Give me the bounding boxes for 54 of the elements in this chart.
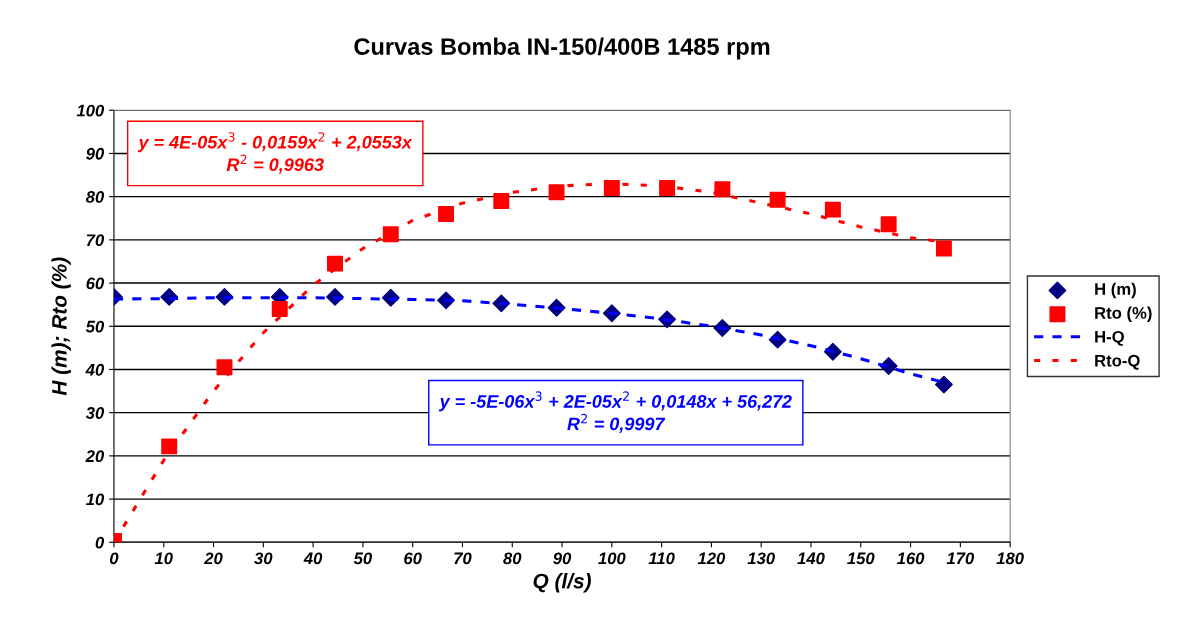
legend-label: Rto-Q xyxy=(1095,354,1140,370)
y-tick-label: 50 xyxy=(85,320,105,333)
y-tick-label: 100 xyxy=(76,104,105,117)
y-tick-label: 40 xyxy=(85,363,105,376)
legend-label: H-Q xyxy=(1095,330,1124,346)
point xyxy=(714,181,731,198)
x-tick-label: 70 xyxy=(454,552,472,565)
x-tick-label: 80 xyxy=(503,552,522,565)
y-tick-label: 20 xyxy=(85,450,105,463)
point xyxy=(548,184,565,201)
y-tick-label: 0 xyxy=(95,536,105,549)
legend-label: H (m) xyxy=(1095,282,1136,299)
y-axis-title: H (m); Rto (%) xyxy=(51,257,71,396)
text: y = -5E-06x$^{3}$ + 2E-05x$^{2}$ + 0,0148x + 56,272 R$^{2}$ = 0,9997 xyxy=(438,391,792,433)
text: y = 4E-05x$^{3}$ - 0,0159x$^{2}$ + 2,0553x R$^{2}$ = 0,9963 xyxy=(137,132,413,174)
x-tick-label: 0 xyxy=(110,552,119,565)
x-tick-label: 40 xyxy=(303,552,323,565)
x-axis-title: Q (l/s) xyxy=(533,573,591,593)
x-tick-label: 100 xyxy=(598,552,626,565)
x-tick-label: 160 xyxy=(896,552,925,565)
point xyxy=(659,180,676,196)
x-tick-label: 50 xyxy=(353,552,372,565)
x-tick-label: 180 xyxy=(996,552,1024,565)
point xyxy=(935,375,953,394)
point xyxy=(935,240,952,257)
x-tick-label: 170 xyxy=(946,552,975,565)
y-tick-label: 90 xyxy=(86,147,105,160)
point xyxy=(271,301,288,317)
x-tick-label: 130 xyxy=(747,552,775,565)
y-tick-label: 60 xyxy=(86,277,105,290)
point xyxy=(603,180,620,196)
x-tick-label: 90 xyxy=(553,552,572,565)
point xyxy=(824,201,841,218)
x-tick-label: 20 xyxy=(204,552,223,565)
point xyxy=(880,216,897,233)
x-tick-label: 150 xyxy=(847,552,875,565)
legend-label: Rto (%) xyxy=(1095,306,1152,323)
y-tick-label: 70 xyxy=(86,234,105,247)
point xyxy=(327,255,343,272)
chart-title: Curvas Bomba IN-150/400B 1485 rpm xyxy=(354,37,770,60)
x-tick-label: 120 xyxy=(697,552,726,565)
y-tick-label: 80 xyxy=(85,191,105,203)
point xyxy=(161,438,178,455)
x-tick-label: 10 xyxy=(154,552,173,565)
y-tick-label: 30 xyxy=(85,407,105,419)
point xyxy=(493,193,510,209)
x-tick-label: 110 xyxy=(648,552,675,565)
x-tick-label: 30 xyxy=(254,552,273,565)
point xyxy=(769,191,786,208)
point xyxy=(382,226,399,243)
x-tick-label: 140 xyxy=(797,552,825,565)
point xyxy=(438,205,455,222)
x-tick-label: 60 xyxy=(404,552,422,565)
y-tick-label: 10 xyxy=(85,493,105,506)
